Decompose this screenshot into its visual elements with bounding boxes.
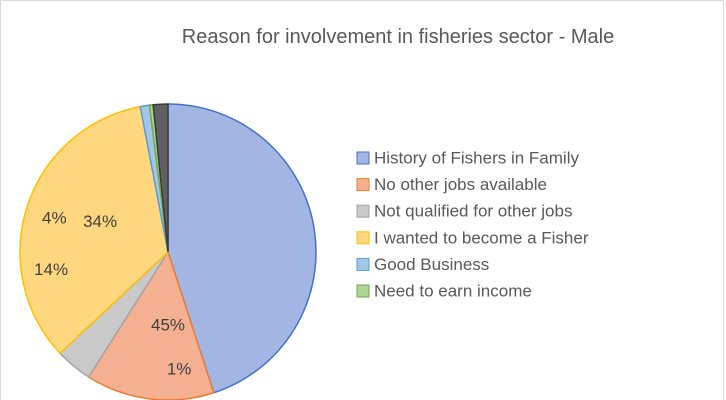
legend-label: No other jobs available [374,175,547,194]
pie-slice [167,103,317,394]
data-label: 14% [34,260,68,279]
legend-swatch [356,284,370,298]
data-label: 4% [42,208,67,227]
legend-label: Not qualified for other jobs [374,202,572,221]
pie-slice [19,105,169,355]
legend-label: I wanted to become a Fisher [374,228,589,247]
legend-swatch [356,178,370,192]
pie-slice [152,103,169,253]
legend-label: Good Business [374,255,489,274]
legend-swatch [356,257,370,271]
pie-slice [87,250,215,400]
data-label: 34% [83,212,117,231]
legend-swatch [356,151,370,165]
legend-label: Need to earn income [374,281,532,300]
chart-title: Reason for involvement in fisheries sect… [181,26,615,48]
legend-swatch [356,231,370,245]
legend-swatch [356,204,370,218]
data-label: 45% [151,315,185,334]
data-label: 1% [167,359,192,378]
legend-label: History of Fishers in Family [374,148,579,167]
